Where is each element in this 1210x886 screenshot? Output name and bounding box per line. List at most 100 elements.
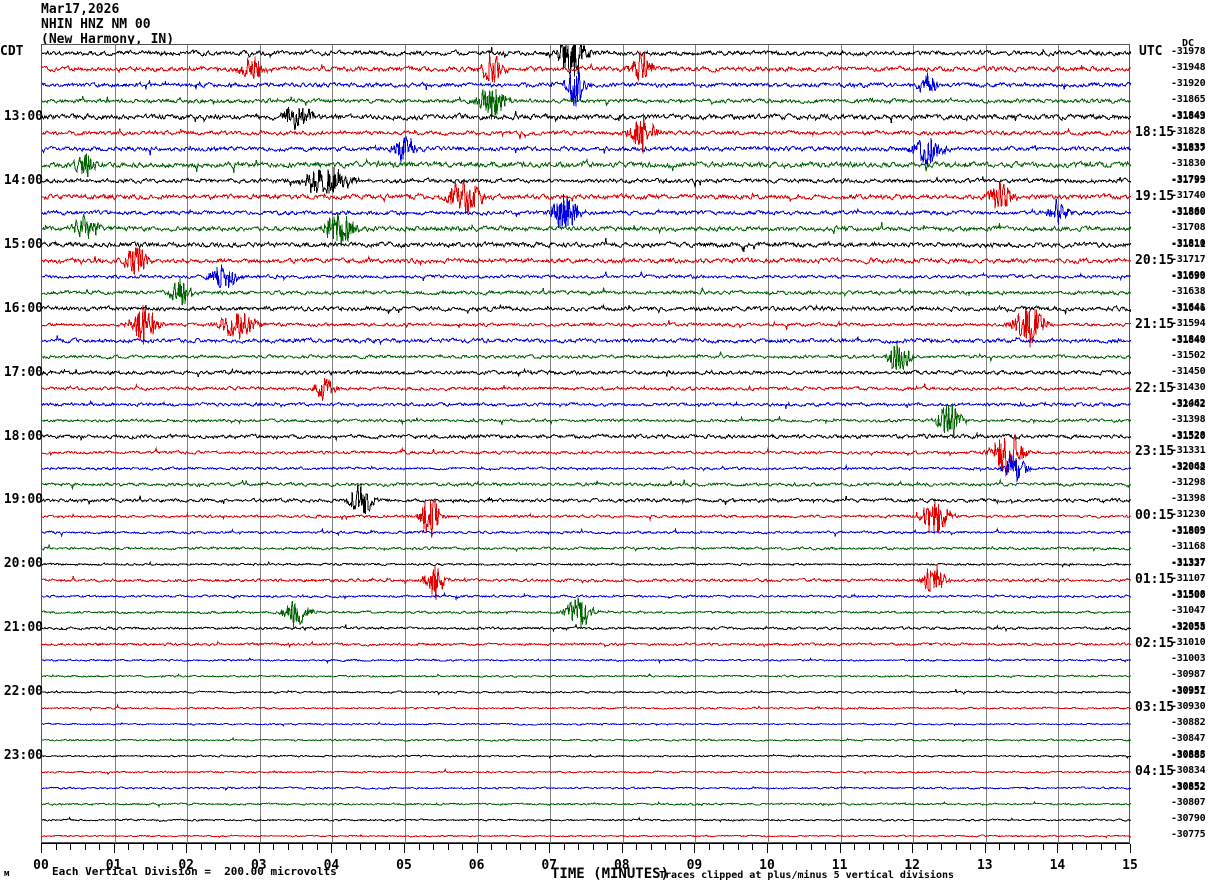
dc-offset-label: -30930	[1171, 701, 1206, 713]
x-tick-minor	[1100, 844, 1102, 850]
trace-line	[42, 753, 1131, 760]
x-tick-minor	[578, 844, 580, 850]
dc-offset-label: -32055	[1171, 621, 1206, 633]
x-tick-major	[1057, 844, 1059, 853]
dc-offset-label: -31450	[1171, 365, 1206, 377]
dc-offset-label: -31810	[1171, 237, 1206, 249]
trace-line	[42, 377, 1131, 401]
clipping-caption: Traces clipped at plus/minus 5 vertical …	[659, 870, 955, 881]
dc-offset-label: -31699	[1171, 269, 1206, 281]
x-tick-label: 10	[759, 858, 775, 873]
x-tick-minor	[897, 844, 899, 850]
left-time-label: 23:00	[3, 748, 43, 764]
x-tick-label: 15	[1122, 858, 1138, 873]
x-tick-label: 09	[686, 858, 703, 873]
trace-line	[42, 455, 1131, 483]
dc-offset-label: -31717	[1171, 253, 1206, 265]
left-time-label: 22:00	[3, 684, 43, 700]
x-tick-minor	[1086, 844, 1088, 850]
dc-offset-label-overlap: -30852	[1171, 782, 1206, 794]
x-tick-major	[549, 844, 551, 853]
dc-offset-label: -30790	[1171, 813, 1206, 825]
x-tick-minor	[302, 844, 304, 850]
vertical-division-caption: Each Vertical Division = 200.00 microvol…	[52, 865, 337, 878]
dc-offset-label: -31047	[1171, 605, 1206, 617]
x-tick-minor	[883, 844, 885, 850]
trace-line	[42, 657, 1131, 665]
trace-line	[42, 640, 1131, 649]
dc-offset-label: -31860	[1171, 205, 1206, 217]
x-tick-label: 08	[613, 858, 630, 873]
dc-offset-label: -31010	[1171, 637, 1206, 649]
dc-offset-label: -30957	[1171, 685, 1206, 697]
x-tick-major	[476, 844, 478, 853]
dc-offset-label: -31799	[1171, 173, 1206, 185]
trace-line	[42, 335, 1131, 346]
dc-offset-label: -31835	[1171, 141, 1206, 153]
x-tick-minor	[810, 844, 812, 850]
x-tick-label: 01	[105, 858, 122, 873]
x-tick-minor	[665, 844, 667, 850]
trace-line	[42, 833, 1131, 839]
x-tick-minor	[447, 844, 449, 850]
trace-line	[42, 785, 1131, 792]
trace-line	[42, 45, 1131, 77]
trace-line	[42, 70, 1131, 107]
x-tick-minor	[273, 844, 275, 850]
dc-offset-label: -31398	[1171, 493, 1206, 505]
x-tick-minor	[926, 844, 928, 850]
header-place: (New Harmony, IN)	[41, 32, 175, 47]
right-time-label: 02:15	[1135, 636, 1175, 652]
trace-line	[42, 277, 1131, 306]
x-tick-minor	[157, 844, 159, 850]
x-tick-major	[984, 844, 986, 853]
dc-offset-label-overlap: -32058	[1171, 622, 1206, 634]
right-time-label: 04:15	[1135, 764, 1175, 780]
x-tick-minor	[737, 844, 739, 850]
dc-offset-label-overlap: -32042	[1171, 398, 1206, 410]
x-tick-minor	[128, 844, 130, 850]
trace-line	[42, 499, 1131, 538]
left-timezone-label: CDT	[0, 44, 24, 59]
trace-line	[42, 597, 1131, 628]
dc-offset-label: -31003	[1171, 653, 1206, 665]
seismogram-plot[interactable]	[41, 44, 1131, 844]
x-tick-major	[331, 844, 333, 853]
dc-offset-label: -31865	[1171, 93, 1206, 105]
x-tick-label: 11	[831, 858, 848, 873]
trace-line	[42, 736, 1131, 743]
trace-line	[42, 179, 1131, 215]
x-tick-minor	[1013, 844, 1015, 850]
dc-offset-label: -31168	[1171, 541, 1206, 553]
left-time-label: 16:00	[3, 300, 43, 316]
x-tick-minor	[970, 844, 972, 850]
x-tick-label: 13	[976, 858, 993, 873]
left-time-label: 13:00	[3, 108, 43, 124]
x-tick-minor	[345, 844, 347, 850]
trace-line	[42, 623, 1131, 633]
x-tick-minor	[287, 844, 289, 850]
x-tick-minor	[679, 844, 681, 850]
x-tick-minor	[868, 844, 870, 850]
right-time-label: 01:15	[1135, 572, 1175, 588]
left-time-label: 15:00	[3, 236, 43, 252]
dc-offset-label-overlap: -31880	[1171, 206, 1206, 218]
right-timezone-label: UTC	[1139, 44, 1163, 59]
left-time-label: 17:00	[3, 364, 43, 380]
trace-line	[42, 673, 1131, 679]
x-tick-minor	[1028, 844, 1030, 850]
dc-offset-label: -31331	[1171, 445, 1206, 457]
right-time-label: 19:15	[1135, 188, 1175, 204]
dc-offset-label: -30882	[1171, 717, 1206, 729]
trace-line	[42, 544, 1131, 553]
x-tick-minor	[215, 844, 217, 850]
x-tick-minor	[752, 844, 754, 850]
x-tick-major	[186, 844, 188, 853]
trace-line	[42, 212, 1131, 245]
x-tick-minor	[796, 844, 798, 850]
trace-line	[42, 303, 1131, 315]
trace-line	[42, 264, 1131, 289]
x-tick-minor	[142, 844, 144, 850]
x-tick-label: 12	[904, 858, 921, 873]
